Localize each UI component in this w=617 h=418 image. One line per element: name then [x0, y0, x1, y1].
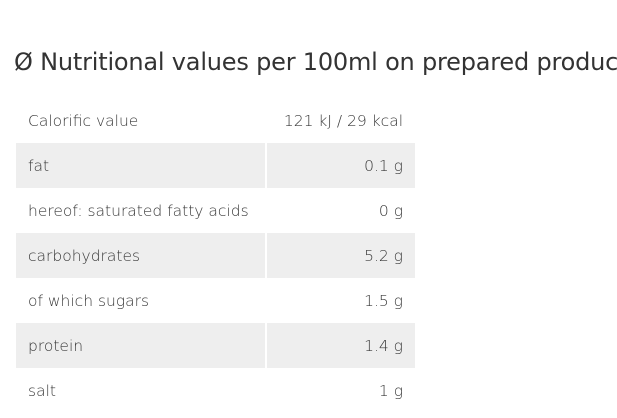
- table-row: salt 1 g: [16, 368, 415, 413]
- table-row: of which sugars 1.5 g: [16, 278, 415, 323]
- nutrient-name: fat: [16, 143, 265, 188]
- nutrient-name: hereof: saturated fatty acids: [28, 201, 249, 220]
- nutrient-name: of which sugars: [28, 291, 150, 310]
- table-row: hereof: saturated fatty acids 0 g: [16, 188, 415, 233]
- table-row: carbohydrates 5.2 g: [16, 233, 415, 278]
- nutrient-value: 1.5 g: [364, 291, 403, 310]
- nutrient-name: Calorific value: [28, 111, 139, 130]
- nutrient-value: 0 g: [378, 201, 403, 220]
- nutrient-name: carbohydrates: [16, 233, 265, 278]
- nutrient-name: salt: [28, 381, 56, 400]
- nutrient-value: 1.4 g: [267, 323, 415, 368]
- nutrient-value: 0.1 g: [267, 143, 415, 188]
- nutrient-value: 1 g: [378, 381, 403, 400]
- nutrient-value: 5.2 g: [267, 233, 415, 278]
- table-title: Ø Nutritional values per 100ml on prepar…: [14, 48, 617, 76]
- nutrient-value: 121 kJ / 29 kcal: [283, 111, 403, 130]
- nutrient-name: protein: [16, 323, 265, 368]
- table-row: protein 1.4 g: [16, 323, 415, 368]
- table-row: fat 0.1 g: [16, 143, 415, 188]
- table-row: Calorific value 121 kJ / 29 kcal: [16, 98, 415, 143]
